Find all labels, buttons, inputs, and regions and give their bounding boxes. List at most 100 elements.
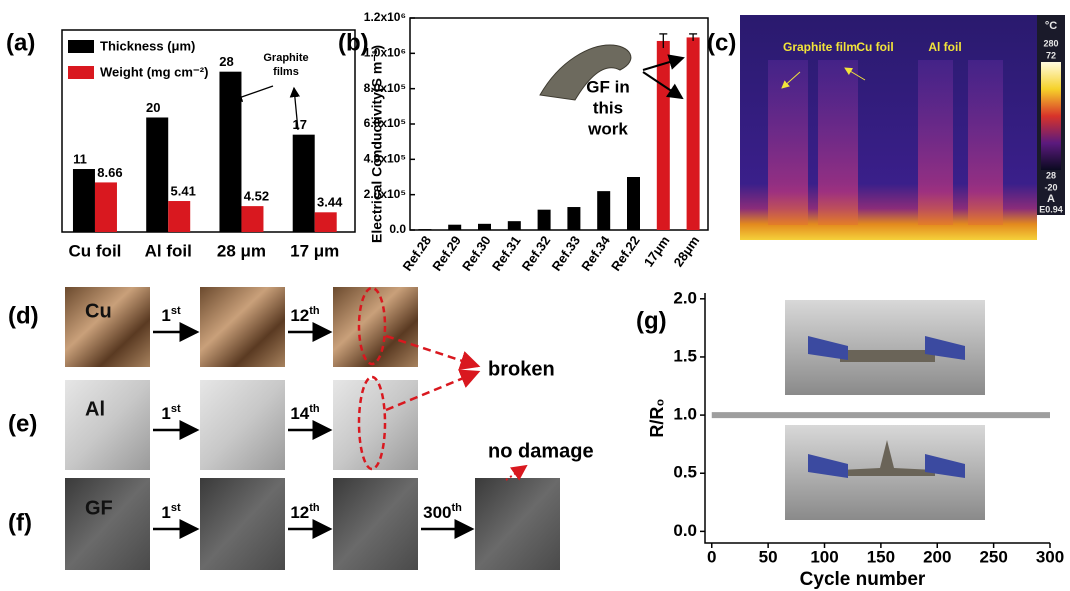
value-label: 3.44 (317, 195, 343, 210)
x-tick-label: 300 (1036, 547, 1064, 566)
material-label: Al (85, 398, 105, 420)
x-tick-label: 100 (810, 547, 838, 566)
bar (241, 206, 263, 232)
panel-label: (e) (8, 410, 37, 437)
hot-stripe (768, 60, 808, 225)
hot-stripe (818, 60, 858, 225)
x-tick-label: Cu foil (69, 241, 122, 260)
legend-swatch (68, 40, 94, 53)
x-tick-label: Ref.28 (399, 233, 434, 274)
x-tick-label: 28 μm (217, 241, 266, 260)
bar (478, 224, 491, 230)
step-label: 12th (290, 502, 320, 523)
x-tick-label: Ref.32 (519, 233, 554, 274)
x-tick-label: Ref.22 (608, 233, 643, 274)
bar (168, 201, 190, 232)
step-suffix: th (309, 502, 320, 514)
note-arrow (506, 466, 526, 480)
sample-photo (333, 478, 418, 570)
panel-label: (g) (636, 307, 667, 334)
legend-label: Thickness (μm) (100, 38, 195, 53)
annotation: GF in (586, 77, 629, 96)
sample-photo (65, 380, 150, 470)
material-label: GF (85, 497, 113, 519)
panel-label: (d) (8, 302, 39, 329)
x-tick-label: 250 (979, 547, 1007, 566)
step-number: 12 (290, 503, 309, 522)
page: {"chart_data": [ {"type": "bar", "panel"… (0, 0, 1070, 591)
step-label: 14th (290, 403, 320, 424)
bar (657, 41, 670, 230)
y-axis-label: R/R₀ (647, 398, 667, 437)
y-tick-label: 1.5 (673, 346, 697, 365)
hot-stripe (968, 60, 1003, 225)
step-suffix: st (171, 502, 181, 514)
step-label: 1st (161, 305, 181, 326)
scale-label: E0.94 (1039, 204, 1063, 214)
color-bar (1041, 62, 1061, 170)
scale-label: A (1047, 193, 1055, 205)
bar (315, 212, 337, 232)
step-suffix: st (171, 305, 181, 317)
x-tick-label: 50 (759, 547, 778, 566)
x-tick-label: 200 (923, 547, 951, 566)
scale-label: 280 (1043, 38, 1058, 48)
y-tick-label: 1.0 (673, 405, 697, 424)
film-flat (840, 350, 935, 362)
sample-photo (65, 478, 150, 570)
thermal-label: Graphite film (783, 40, 857, 54)
bar (567, 207, 580, 230)
step-number: 12 (290, 306, 309, 325)
bar (293, 135, 315, 232)
bar (508, 221, 521, 230)
material-label: Cu (85, 300, 112, 322)
annotation: Graphite (263, 52, 308, 64)
step-number: 14 (290, 404, 309, 423)
bar (146, 117, 168, 232)
annotation: this (593, 98, 623, 117)
hot-stripe (918, 60, 953, 225)
bar (448, 225, 461, 230)
step-label: 1st (161, 502, 181, 523)
x-axis-label: Cycle number (800, 569, 926, 590)
scale-label: -20 (1044, 182, 1057, 192)
annotation: work (587, 119, 628, 138)
y-tick-label: 0.0 (673, 521, 697, 540)
x-tick-label: Ref.30 (459, 233, 494, 274)
thermal-label: Cu foil (856, 40, 893, 54)
thermal-label: Al foil (928, 40, 961, 54)
step-suffix: th (309, 305, 320, 317)
step-label: 12th (290, 305, 320, 326)
step-suffix: th (309, 403, 320, 415)
scale-label: 72 (1046, 50, 1056, 60)
step-number: 1 (161, 503, 170, 522)
value-label: 4.52 (244, 189, 269, 204)
value-label: 5.41 (171, 183, 196, 198)
panels: (a)Cu foil118.66Al foil205.4128 μm284.52… (6, 10, 1065, 590)
legend-swatch (68, 66, 94, 79)
scale-label: 28 (1046, 170, 1056, 180)
sample-photo (200, 380, 285, 470)
x-tick-label: Ref.31 (489, 233, 524, 274)
y-tick-label: 0.5 (673, 463, 697, 482)
x-tick-label: Al foil (145, 241, 192, 260)
step-number: 1 (161, 404, 170, 423)
step-number: 1 (161, 306, 170, 325)
value-label: 28 (219, 54, 233, 69)
bar (538, 210, 551, 230)
value-label: 11 (73, 151, 87, 166)
value-label: 17 (292, 117, 306, 132)
step-suffix: st (171, 403, 181, 415)
y-tick-label: 2.0 (673, 288, 697, 307)
step-label: 300th (423, 502, 462, 523)
sample-photo (65, 287, 150, 367)
bar (627, 177, 640, 230)
annotation: films (273, 66, 299, 78)
value-label: 20 (146, 100, 160, 115)
bar (597, 191, 610, 230)
sample-photo (333, 380, 418, 470)
bar (687, 37, 700, 230)
sample-photo (333, 287, 418, 367)
sample-photo (200, 287, 285, 367)
value-label: 8.66 (97, 165, 122, 180)
